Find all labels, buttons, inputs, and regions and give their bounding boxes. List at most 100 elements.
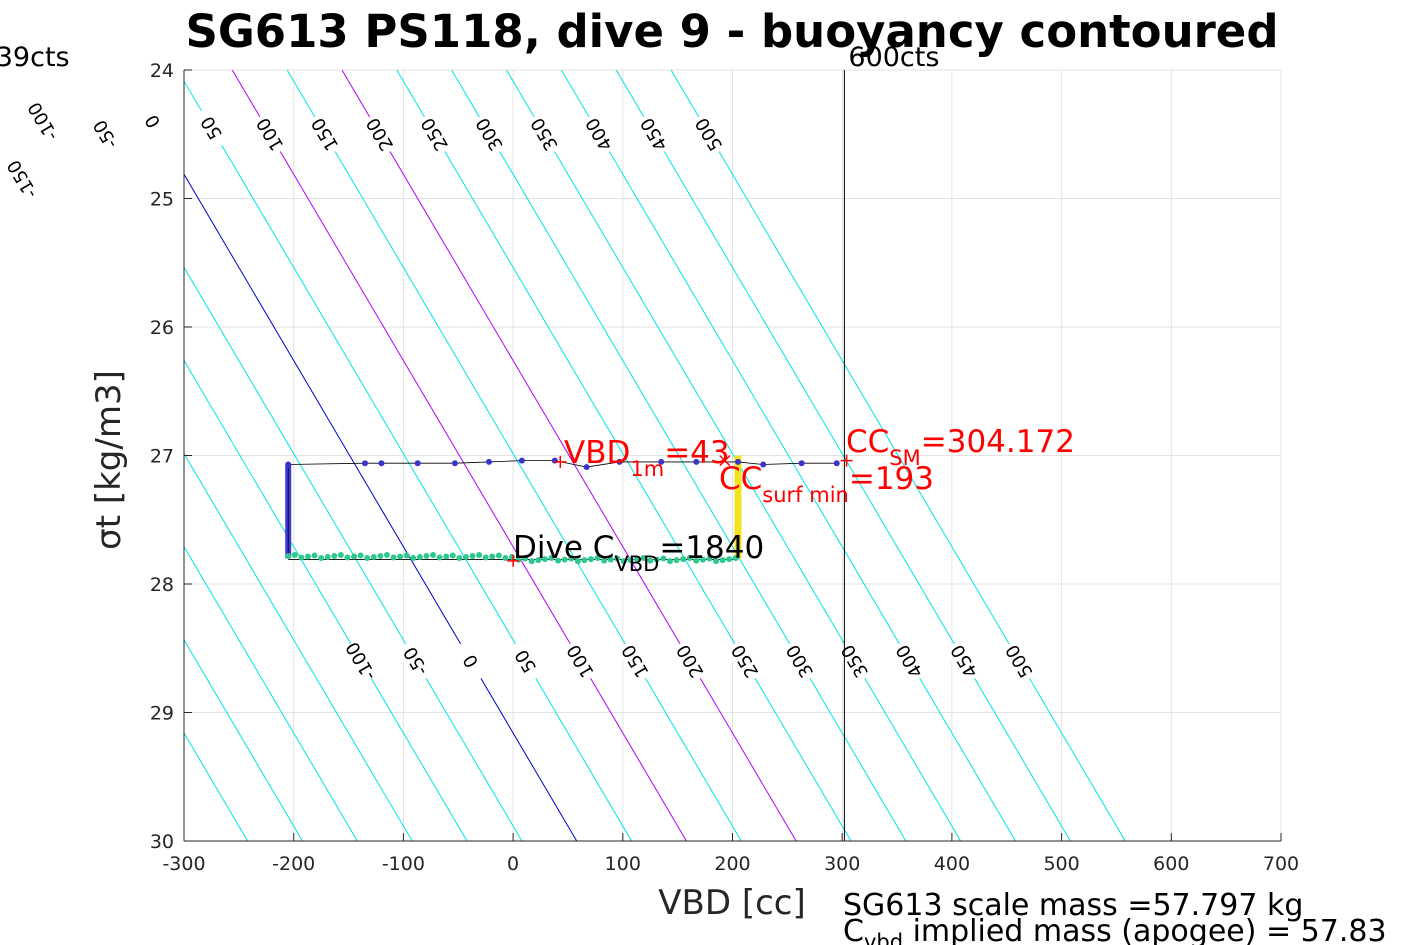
annotation-dive-sub: VBD (614, 552, 659, 576)
bottom-point (686, 555, 693, 562)
bottom-point (653, 556, 660, 563)
contour-line (506, 70, 962, 841)
bottom-point (713, 558, 720, 565)
profile-point (583, 464, 590, 471)
y-axis-label: σt [kg/m3] (89, 370, 129, 550)
contour-label-bg (579, 111, 619, 158)
annotation-dive-main: Dive C (513, 530, 614, 566)
chart-title: SG613 PS118, dive 9 - buoyancy contoured (185, 5, 1278, 58)
contour-label-bg (396, 638, 436, 684)
bottom-point (462, 554, 469, 561)
contour-label-bg (505, 638, 546, 684)
bottom-point (364, 555, 371, 562)
annotation-vbd1m-sub: 1m (630, 457, 664, 481)
contour-label-bg (23, 98, 63, 145)
annotation-ccsurf-sub: surf min (762, 483, 849, 507)
x-tick-label: 600 (1153, 853, 1189, 875)
bottom-point (502, 555, 509, 562)
marker-lines: 600cts -39cts (0, 42, 939, 841)
y-tick-label: 30 (150, 831, 174, 853)
bottom-point (660, 555, 667, 562)
contour-line (184, 266, 523, 841)
contour-line (451, 70, 907, 841)
profile-point (616, 458, 623, 465)
bottom-point (647, 557, 654, 564)
annotation-ccsm-sub: SM (889, 446, 920, 470)
bottom-point (469, 552, 476, 559)
y-ticks: 24 25 26 27 28 29 30 (150, 60, 192, 853)
bottom-point (370, 554, 377, 561)
contour-line (184, 638, 303, 841)
bottom-point (423, 552, 430, 559)
contour-label-bg (305, 111, 345, 158)
contour-label-bg (191, 105, 232, 151)
bottom-point (535, 557, 542, 564)
profile-point (658, 458, 665, 465)
bottom-point (344, 554, 351, 561)
bottom-point (298, 554, 305, 561)
contour-label-bg (634, 111, 674, 158)
x-axis-label: VBD [cc] (658, 883, 806, 923)
annotation-ccsm: CCSM=304.172 (846, 424, 1075, 470)
contour-line (396, 70, 852, 841)
bottom-point (680, 556, 687, 563)
profile-point (693, 458, 700, 465)
bottom-point (640, 555, 647, 562)
profile-point (485, 458, 492, 465)
bottom-point (627, 557, 634, 564)
contour-label-bg (85, 111, 126, 158)
annotation-ccsm-main: CC (846, 424, 889, 460)
y-tick-label: 25 (150, 189, 174, 211)
x-ticks: -300 -200 -100 0 100 200 300 400 500 600 700 (162, 833, 1299, 875)
bottom-point (331, 552, 338, 559)
x-tick-label: 400 (934, 853, 970, 875)
contour-line (615, 70, 1071, 841)
bottom-point (522, 555, 529, 562)
bottom-point (620, 558, 627, 565)
bottom-point (634, 556, 641, 563)
bottom-point (311, 552, 318, 559)
contour-label-bg (250, 111, 290, 158)
contour-line (560, 70, 1016, 841)
annotation-dive: Dive CVBD=1840 (513, 530, 764, 576)
profile-point (378, 460, 385, 467)
contour-lines (184, 70, 1126, 841)
footer-line2-main: C (843, 914, 864, 945)
annotation-ccsurf-value: =193 (849, 461, 934, 497)
contour-label-bg (689, 111, 729, 158)
x-tick-label: 700 (1263, 853, 1299, 875)
profile-point (551, 457, 558, 464)
bottom-point (377, 552, 384, 559)
x-tick-label: 500 (1043, 853, 1079, 875)
footer: SG613 scale mass =57.797 kg Cvbd implied… (843, 888, 1387, 945)
y-tick-label: 26 (150, 317, 174, 339)
marker-label: -39cts (0, 42, 70, 73)
contour-label-bg (999, 638, 1039, 684)
contour-label-bg (415, 111, 455, 158)
footer-line2-rest: implied mass (apogee) = 57.83 (903, 914, 1387, 945)
bottom-point (719, 557, 726, 564)
footer-line2-sub: vbd (864, 930, 903, 945)
bottom-point (482, 554, 489, 561)
footer-line2: Cvbd implied mass (apogee) = 57.83 (843, 914, 1387, 945)
footer-line1: SG613 scale mass =57.797 kg (843, 888, 1303, 923)
bottom-point (430, 551, 437, 558)
contour-label-bg (670, 638, 710, 684)
contour-line (286, 70, 742, 841)
bottom-point (528, 558, 535, 565)
contour-label-bg (889, 638, 930, 684)
bottom-point (574, 558, 581, 565)
contour-label-bg (133, 98, 173, 145)
contour-label-bg (725, 638, 765, 684)
bottom-point (403, 552, 410, 559)
y-tick-label: 28 (150, 574, 174, 596)
bottom-point (416, 554, 423, 561)
profile-point (414, 460, 421, 467)
bottom-point (397, 553, 404, 560)
annotation-marker (719, 455, 731, 467)
profile-point (518, 457, 525, 464)
annotation-ccsurf: CCsurf min=193 (719, 461, 934, 507)
bottom-point (732, 555, 739, 562)
